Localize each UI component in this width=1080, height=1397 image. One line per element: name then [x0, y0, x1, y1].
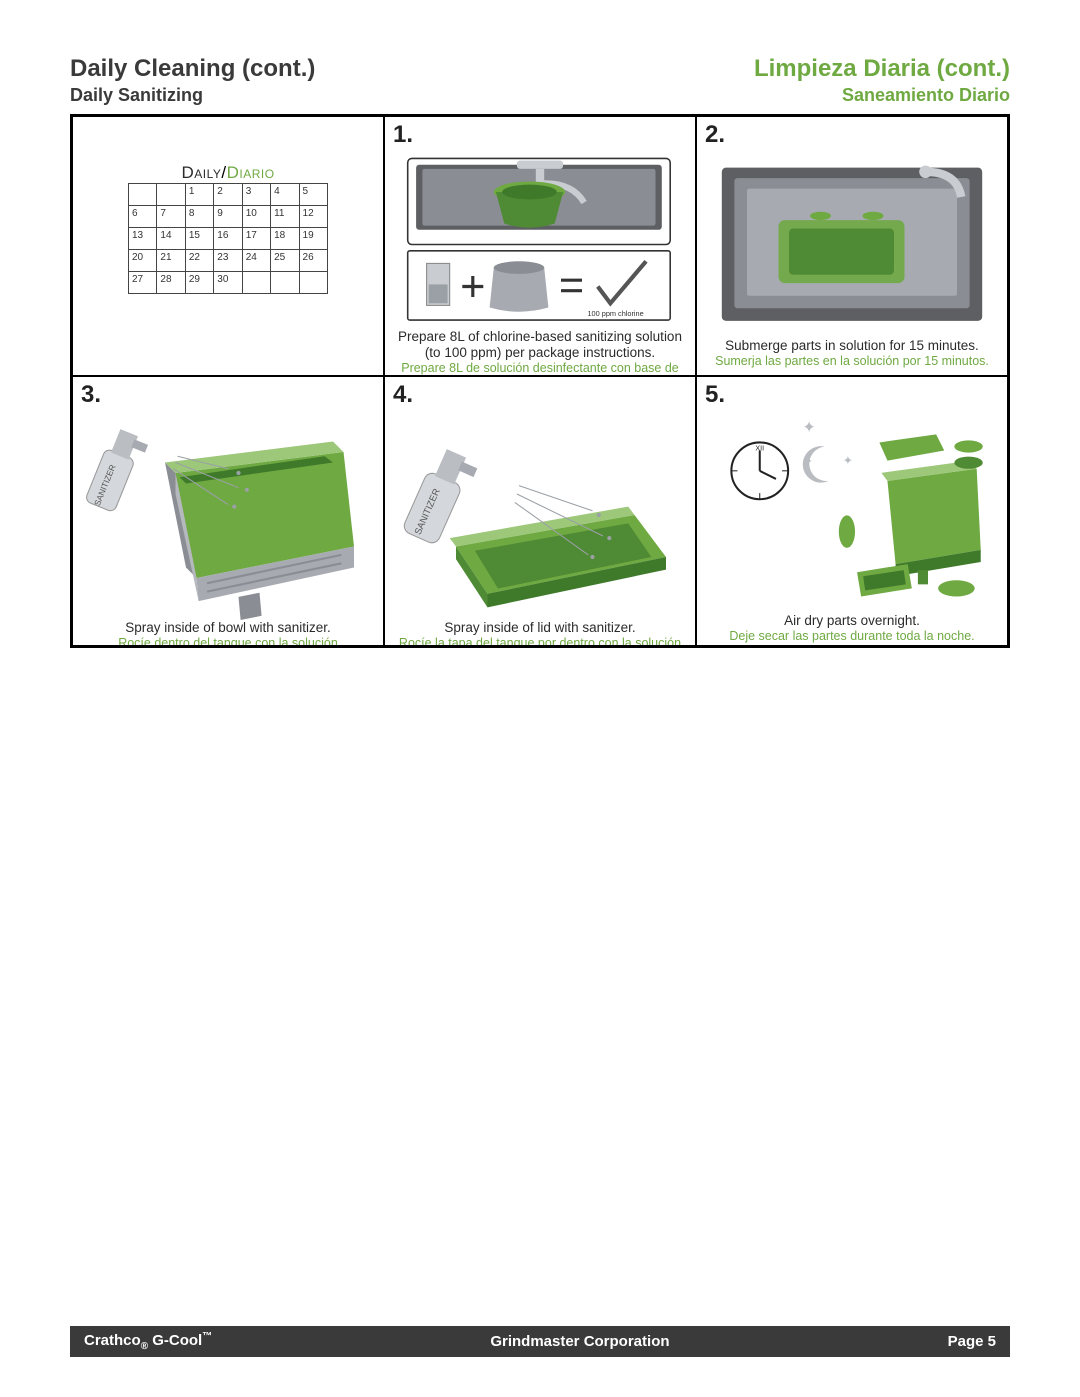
calendar-title-en: Daily — [181, 163, 221, 182]
step-1: 1. — [384, 116, 696, 376]
calendar-table: 12345 6789101112 13141516171819 20212223… — [128, 183, 328, 294]
title-es: Limpieza Diaria (cont.) — [754, 55, 1010, 83]
step-1-number: 1. — [393, 123, 687, 147]
subtitle-en: Daily Sanitizing — [70, 85, 203, 106]
step-5-caption-en: Air dry parts overnight. — [705, 613, 999, 629]
step-1-caption-en: Prepare 8L of chlorine-based sanitizing … — [393, 329, 687, 361]
step-4-caption-en: Spray inside of lid with sanitizer. — [393, 620, 687, 636]
footer-company: Grindmaster Corporation — [490, 1333, 669, 1350]
instruction-grid: Daily/Diario 12345 6789101112 1314151617… — [70, 114, 1010, 648]
page-footer: Crathco® G-Cool™ Grindmaster Corporation… — [70, 1326, 1010, 1357]
step-1-illustration: 100 ppm chlorine — [393, 150, 687, 329]
footer-left: Crathco® G-Cool™ — [84, 1331, 212, 1352]
step-4: 4. SANITIZER — [384, 376, 696, 646]
step-5-illustration: XII ✦ ✦ ✦ — [705, 410, 999, 613]
calendar-cell: Daily/Diario 12345 6789101112 1314151617… — [72, 116, 384, 376]
step-2: 2. Submerge parts in solution for 15 min… — [696, 116, 1008, 376]
svg-text:✦: ✦ — [843, 454, 853, 468]
calendar-title-es: Diario — [227, 163, 275, 182]
svg-text:✦: ✦ — [802, 418, 816, 436]
step-5-caption-es: Deje secar las partes durante toda la no… — [705, 629, 999, 644]
step-2-illustration — [705, 150, 999, 338]
step-1-caption-es: Prepare 8L de solución desinfectante con… — [393, 361, 687, 376]
title-en: Daily Cleaning (cont.) — [70, 55, 315, 83]
step-3-caption-es: Rocíe dentro del tanque con la solución … — [81, 636, 375, 646]
step-4-caption-es: Rocíe la tapa del tanque por dentro con … — [393, 636, 687, 646]
svg-text:100 ppm chlorine: 100 ppm chlorine — [587, 309, 643, 318]
calendar-title: Daily/Diario — [128, 163, 328, 183]
footer-page: Page 5 — [948, 1333, 996, 1350]
svg-text:✦: ✦ — [804, 457, 812, 468]
step-3: 3. SANITIZER — [72, 376, 384, 646]
subtitle-es: Saneamiento Diario — [842, 85, 1010, 106]
step-5: 5. XII ✦ ✦ ✦ — [696, 376, 1008, 646]
step-2-number: 2. — [705, 123, 999, 147]
step-4-illustration: SANITIZER — [393, 410, 687, 620]
step-2-caption-en: Submerge parts in solution for 15 minute… — [705, 338, 999, 354]
step-3-illustration: SANITIZER — [81, 410, 375, 620]
step-3-caption-en: Spray inside of bowl with sanitizer. — [81, 620, 375, 636]
step-2-caption-es: Sumerja las partes en la solución por 15… — [705, 354, 999, 369]
step-5-number: 5. — [705, 383, 999, 407]
step-4-number: 4. — [393, 383, 687, 407]
step-3-number: 3. — [81, 383, 375, 407]
